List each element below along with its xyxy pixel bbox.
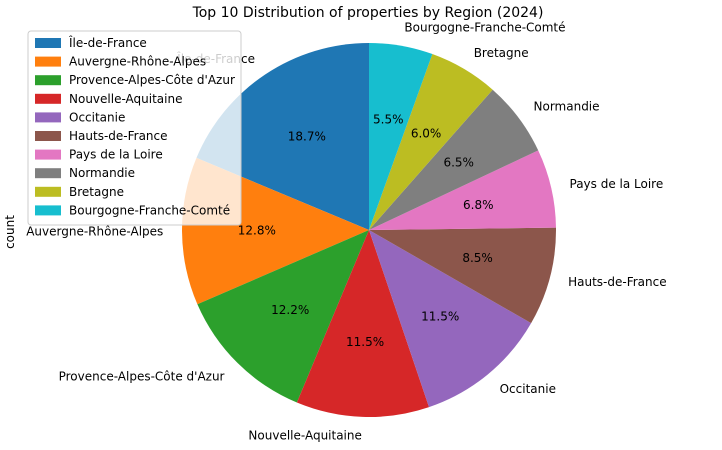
legend-swatch-provence-alpes-cote-d-azur [35,75,61,86]
pie-slice-hauts-de-france [369,227,557,324]
legend-swatch-hauts-de-france [35,131,61,141]
legend-entry-occitanie: Occitanie [69,110,125,124]
legend-swatch-auvergne-rhone-alpes [35,56,61,67]
legend-entry-normandie: Normandie [69,166,135,180]
legend-swatch-bourgogne-franche-comte [35,205,61,216]
legend-entry-ile-de-france: Île-de-France [68,35,147,50]
legend-entry-hauts-de-france: Hauts-de-France [69,129,168,143]
slice-label-pays-de-la-loire: Pays de la Loire [570,177,664,191]
legend: Île-de-France Auvergne-Rhône-Alpes Provenc… [27,30,242,226]
slice-label-auvergne-rhone-alpes: Auvergne-Rhône-Alpes [26,224,163,238]
slice-label-hauts-de-france: Hauts-de-France [568,275,667,289]
pct-label-auvergne-rhone-alpes: 12.8% [238,224,276,238]
pct-label-ile-de-france: 18.7% [288,130,326,144]
pie-slice-bretagne [369,54,493,231]
legend-entry-provence-alpes-cote-d-azur: Provence-Alpes-Côte d'Azur [69,73,235,87]
legend-entry-bretagne: Bretagne [69,185,124,199]
pie-slice-occitanie [369,230,532,408]
pie-slice-normandie [369,89,539,230]
pct-label-pays-de-la-loire: 6.8% [463,198,494,212]
pct-label-nouvelle-aquitaine: 11.5% [346,335,384,349]
legend-entry-pays-de-la-loire: Pays de la Loire [69,148,163,162]
legend-swatch-occitanie [35,112,61,123]
slice-label-bourgogne-franche-comte: Bourgogne-Franche-Comté [404,20,565,34]
pie-slices [182,43,557,418]
pct-label-bourgogne-franche-comte: 5.5% [373,113,404,127]
pie-slice-provence-alpes-cote-d-azur [197,230,369,403]
legend-swatch-normandie [35,168,61,179]
legend-swatch-ile-de-france [35,38,61,48]
slice-label-provence-alpes-cote-d-azur: Provence-Alpes-Côte d'Azur [59,369,225,383]
legend-swatch-pays-de-la-loire [35,149,61,160]
pie-slice-bourgogne-franche-comte [369,43,433,230]
pct-label-provence-alpes-cote-d-azur: 12.2% [271,303,309,317]
pct-label-occitanie: 11.5% [421,310,459,324]
pie-slice-pays-de-la-loire [369,150,556,230]
slice-label-nouvelle-aquitaine: Nouvelle-Aquitaine [248,429,361,443]
pct-label-bretagne: 6.0% [411,126,442,140]
slice-label-bretagne: Bretagne [474,46,529,60]
legend-frame [27,30,242,226]
slice-label-occitanie: Occitanie [500,382,556,396]
pie-slice-nouvelle-aquitaine [296,230,430,418]
chart-title: Top 10 Distribution of properties by Reg… [192,5,544,21]
pct-label-hauts-de-france: 8.5% [462,251,493,265]
pie-slice-ile-de-france [196,43,369,230]
slice-label-normandie: Normandie [534,100,600,114]
legend-entry-nouvelle-aquitaine: Nouvelle-Aquitaine [69,92,182,106]
legend-swatch-bretagne [35,186,61,197]
legend-swatch-nouvelle-aquitaine [35,93,61,104]
legend-entry-bourgogne-franche-comte: Bourgogne-Franche-Comté [69,203,230,217]
y-axis-label: count [3,215,17,249]
legend-entry-auvergne-rhone-alpes: Auvergne-Rhône-Alpes [69,55,206,69]
pct-label-normandie: 6.5% [443,156,474,170]
